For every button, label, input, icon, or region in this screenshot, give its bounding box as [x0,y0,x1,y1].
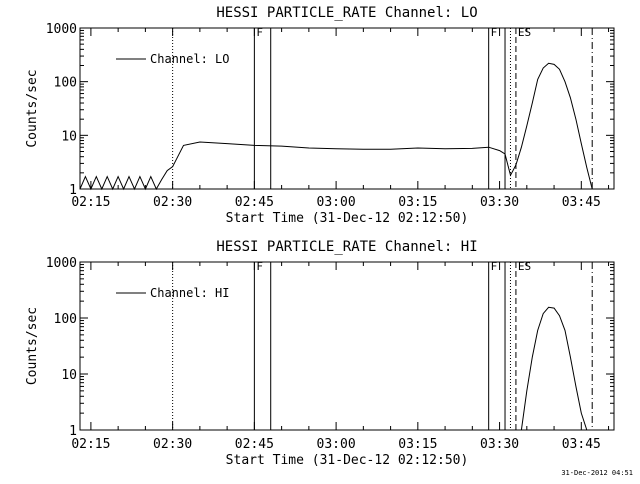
y-tick-label: 100 [54,76,77,91]
chart-title: HESSI PARTICLE_RATE Channel: LO [216,5,477,21]
x-tick-label: 03:30 [480,195,519,210]
legend-label: Channel: HI [150,286,229,300]
y-axis-label: Counts/sec [25,307,40,385]
y-tick-label: 100 [54,312,77,327]
legend-label: Channel: LO [150,52,229,66]
y-tick-label: 10 [61,129,77,144]
chart-panel-2: HESSI PARTICLE_RATE Channel: HI 1 10 100 100… [25,239,615,468]
x-tick-label: 03:30 [480,437,519,452]
x-tick-label: 02:45 [235,437,274,452]
print-timestamp: 31-Dec-2012 04:51 [561,469,633,477]
event-marker-label: F [491,26,498,39]
x-axis-label: Start Time (31-Dec-12 02:12:50) [226,211,469,226]
chart-panel-1: HESSI PARTICLE_RATE Channel: LO 1 10 100 100… [25,5,615,226]
x-tick-label: 02:45 [235,195,274,210]
plot-frame [79,27,615,190]
plot-frame [79,261,615,431]
x-tick-label: 02:15 [71,195,110,210]
series-line [79,62,593,191]
y-tick-label: 1000 [46,22,77,37]
x-tick-label: 02:30 [153,195,192,210]
y-tick-label: 1 [69,183,77,198]
x-tick-label: 03:45 [562,195,601,210]
y-axis-label: Counts/sec [25,69,40,147]
y-tick-label: 1 [69,424,77,439]
x-tick-label: 03:00 [317,195,356,210]
x-tick-label: 02:15 [71,437,110,452]
x-axis-label: Start Time (31-Dec-12 02:12:50) [226,453,469,468]
series-line [520,306,588,431]
x-tick-label: 02:30 [153,437,192,452]
event-marker-label: ES [518,26,531,39]
x-tick-label: 03:15 [398,195,437,210]
y-tick-label: 1000 [46,256,77,271]
event-marker-label: F [491,260,498,273]
y-tick-label: 10 [61,368,77,383]
x-tick-label: 03:45 [562,437,601,452]
event-marker-label: F [256,26,263,39]
event-marker-label: F [256,260,263,273]
x-tick-label: 03:00 [317,437,356,452]
chart-title: HESSI PARTICLE_RATE Channel: HI [216,239,477,255]
x-tick-label: 03:15 [398,437,437,452]
event-marker-label: ES [518,260,531,273]
